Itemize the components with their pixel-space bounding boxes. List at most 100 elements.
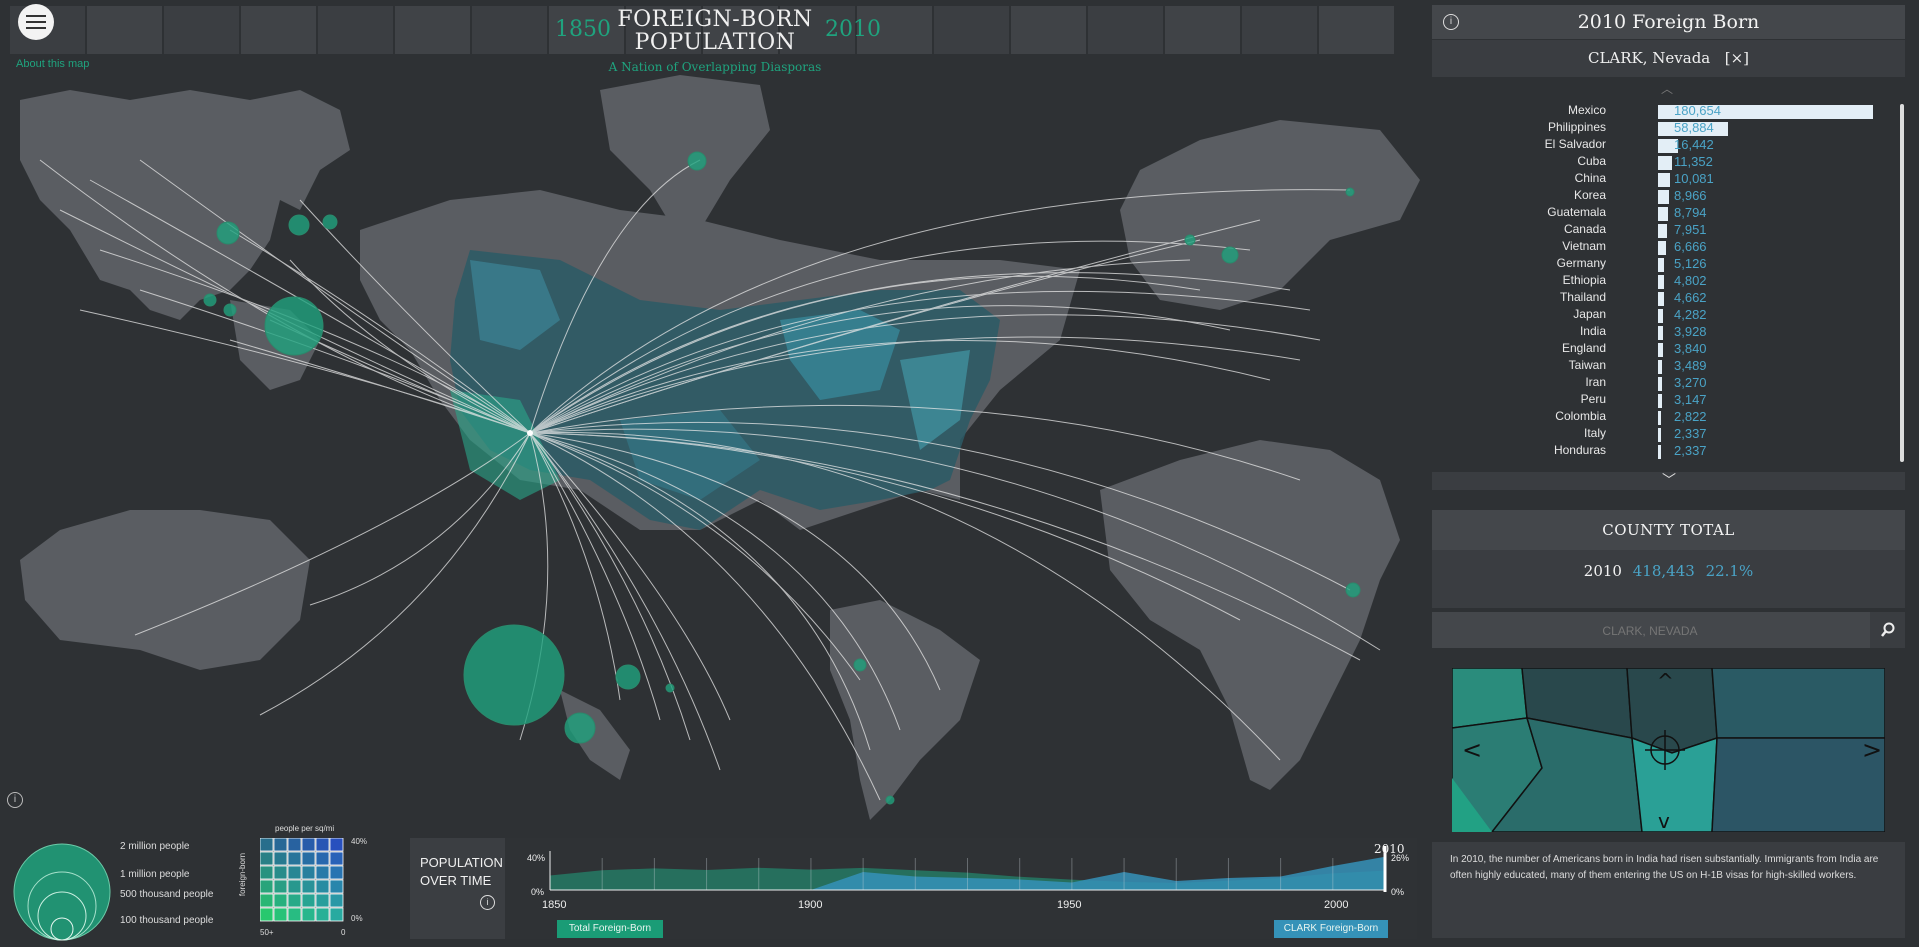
- country-row[interactable]: China 10,081: [1432, 171, 1892, 188]
- close-county-button[interactable]: [×]: [1724, 49, 1749, 67]
- density-cell: [301, 879, 316, 894]
- country-row[interactable]: Ethiopia 4,802: [1432, 273, 1892, 290]
- country-row[interactable]: Honduras 2,337: [1432, 443, 1892, 460]
- flag-strip: [10, 6, 1418, 54]
- density-cell: [287, 879, 302, 894]
- country-row[interactable]: Korea 8,966: [1432, 188, 1892, 205]
- totals-year: 2010: [1583, 562, 1622, 580]
- country-name: Peru: [1580, 392, 1606, 406]
- size-legend-circles: [13, 843, 111, 941]
- central-america-landmass: [560, 690, 630, 780]
- country-row[interactable]: Japan 4,282: [1432, 307, 1892, 324]
- map-info-icon[interactable]: i: [7, 792, 23, 808]
- country-row[interactable]: Italy 2,337: [1432, 426, 1892, 443]
- flag-tile: [857, 6, 932, 54]
- chevron-down-icon[interactable]: ﹀: [1662, 472, 1676, 488]
- locator-map[interactable]: < > ^ v: [1452, 668, 1885, 832]
- country-row[interactable]: Cuba 11,352: [1432, 154, 1892, 171]
- flag-tile: [703, 6, 778, 54]
- county-foreign-born-button[interactable]: CLARK Foreign-Born: [1274, 920, 1388, 938]
- title-block: FOREIGN-BORN POPULATION A Nation of Over…: [595, 8, 835, 74]
- list-footer: [1432, 472, 1905, 490]
- country-value: 8,966: [1674, 188, 1707, 203]
- timeline-series-area: [550, 856, 1385, 890]
- country-bar: [1658, 173, 1670, 187]
- country-row[interactable]: Taiwan 3,489: [1432, 358, 1892, 375]
- country-bar: [1658, 360, 1663, 374]
- england-bubble: [1184, 234, 1196, 246]
- page-title: FOREIGN-BORN POPULATION: [595, 8, 835, 54]
- philippines-bubble: [264, 296, 324, 356]
- country-row[interactable]: Iran 3,270: [1432, 375, 1892, 392]
- density-cell: [287, 851, 302, 866]
- country-name: Taiwan: [1568, 358, 1606, 372]
- country-row[interactable]: Guatemala 8,794: [1432, 205, 1892, 222]
- europe-landmass: [1120, 120, 1420, 310]
- title-line: POPULATION: [634, 30, 796, 55]
- country-row[interactable]: England 3,840: [1432, 341, 1892, 358]
- country-bar: [1658, 445, 1661, 459]
- density-cell: [315, 879, 330, 894]
- page-subtitle: A Nation of Overlapping Diasporas: [608, 60, 822, 74]
- country-list[interactable]: Mexico 180,654 Philippines 58,884 El Salvado…: [1432, 98, 1905, 468]
- country-value: 4,662: [1674, 290, 1707, 305]
- country-name: Honduras: [1553, 443, 1606, 457]
- flag-tile: [472, 6, 547, 54]
- list-scrollbar[interactable]: [1900, 104, 1904, 462]
- country-value: 3,147: [1674, 392, 1707, 407]
- density-cell: [315, 865, 330, 880]
- density-cell: [260, 893, 274, 908]
- size-label: 500 thousand people: [120, 889, 214, 900]
- info-icon[interactable]: i: [1443, 14, 1459, 30]
- search-icon: [1880, 622, 1894, 637]
- country-bar: [1658, 411, 1662, 425]
- country-bar: [1658, 224, 1668, 238]
- county-totals: COUNTY TOTAL 2010 418,443 22.1%: [1432, 510, 1905, 608]
- country-value: 180,654: [1674, 103, 1721, 118]
- country-value: 2,337: [1674, 426, 1707, 441]
- us-county-choropleth: [450, 250, 1000, 530]
- search-input[interactable]: [1432, 612, 1868, 650]
- total-foreign-born-button[interactable]: Total Foreign-Born: [557, 920, 663, 938]
- country-name: Ethiopia: [1562, 273, 1606, 287]
- country-row[interactable]: Colombia 2,822: [1432, 409, 1892, 426]
- pan-up-icon: ^: [1657, 669, 1674, 693]
- menu-button[interactable]: [18, 4, 54, 40]
- country-name: Vietnam: [1562, 239, 1606, 253]
- tick-label: 1900: [798, 899, 823, 911]
- country-row[interactable]: India 3,928: [1432, 324, 1892, 341]
- search-button[interactable]: [1870, 612, 1905, 648]
- country-bar: [1658, 292, 1664, 306]
- flag-tile: [934, 6, 1009, 54]
- country-value: 2,337: [1674, 443, 1707, 458]
- country-row[interactable]: Germany 5,126: [1432, 256, 1892, 273]
- right-axis-max: 26%: [1391, 853, 1410, 863]
- country-row[interactable]: Mexico 180,654: [1432, 103, 1892, 120]
- density-cell: [287, 893, 302, 908]
- hamburger-icon: [26, 21, 46, 23]
- density-legend: people per sq/mi foreign-born 40% 0% 50+…: [238, 822, 375, 942]
- chevron-up-icon[interactable]: ︿: [1660, 82, 1673, 96]
- country-bar: [1658, 156, 1672, 170]
- country-bar: [1658, 343, 1663, 357]
- flag-tile: [1242, 6, 1317, 54]
- australia-landmass: [20, 510, 310, 670]
- country-row[interactable]: Canada 7,951: [1432, 222, 1892, 239]
- about-link[interactable]: About this map: [16, 58, 90, 70]
- country-name: Guatemala: [1547, 205, 1606, 219]
- info-icon[interactable]: i: [480, 895, 495, 910]
- country-bar: [1658, 207, 1669, 221]
- country-bar: [1658, 105, 1873, 119]
- country-row[interactable]: Vietnam 6,666: [1432, 239, 1892, 256]
- density-cell: [329, 851, 344, 866]
- germany-bubble: [1221, 246, 1239, 264]
- size-label: 2 million people: [120, 841, 190, 852]
- country-row[interactable]: Thailand 4,662: [1432, 290, 1892, 307]
- country-row[interactable]: El Salvador 16,442: [1432, 137, 1892, 154]
- country-row[interactable]: Philippines 58,884: [1432, 120, 1892, 137]
- country-row[interactable]: Peru 3,147: [1432, 392, 1892, 409]
- world-map[interactable]: [0, 60, 1430, 820]
- country-value: 58,884: [1674, 120, 1714, 135]
- flag-tile: [549, 6, 624, 54]
- flag-tile: [1319, 6, 1394, 54]
